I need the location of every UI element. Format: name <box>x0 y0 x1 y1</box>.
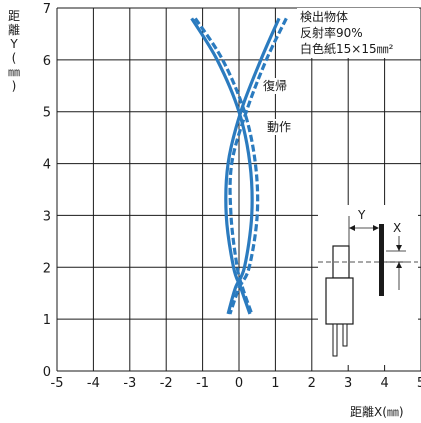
inset-x-label: X <box>393 221 401 235</box>
x-tick-label: -2 <box>160 376 173 391</box>
y-tick-label: 2 <box>43 261 51 276</box>
x-tick-label: -1 <box>196 376 209 391</box>
x-tick-label: 0 <box>235 376 243 391</box>
y-tick-label: 4 <box>43 158 51 173</box>
y-axis-label-char: ( <box>12 51 17 65</box>
y-axis-label-char: 離 <box>8 23 20 37</box>
condition-line-1: 検出物体 <box>300 10 348 24</box>
x-tick-label: -3 <box>123 376 136 391</box>
annotation-return: 復帰 <box>263 78 287 93</box>
y-axis-label: 距離Y(㎜) <box>8 9 20 93</box>
y-axis-label-char: ㎜ <box>8 65 20 79</box>
sensor-lead-1 <box>332 323 338 357</box>
sensor-inset-diagram: Y X <box>318 205 418 365</box>
conditions-backdrop <box>297 8 419 58</box>
y-axis-label-char: 距 <box>8 9 20 23</box>
x-arrow-top <box>396 245 402 251</box>
y-tick-label: 5 <box>43 106 51 121</box>
y-axis-label-char: Y <box>9 37 18 51</box>
series-lines <box>190 17 288 315</box>
annotation-operate: 動作 <box>267 120 291 134</box>
y-arrow-left <box>349 225 355 231</box>
inset-y-label: Y <box>357 208 366 222</box>
x-tick-label: 4 <box>380 376 388 391</box>
sensor-body <box>325 277 354 325</box>
x-tick-label: -5 <box>51 376 64 391</box>
x-arrow-bottom <box>396 262 402 268</box>
x-tick-label: 3 <box>344 376 352 391</box>
target-object <box>379 224 384 296</box>
series-solid-left-branch <box>224 17 281 315</box>
annotation-backdrop-1 <box>262 78 292 94</box>
x-axis-label: 距離X(㎜) <box>350 405 404 419</box>
y-axis-label-char: ) <box>12 79 17 93</box>
y-tick-label: 1 <box>43 313 51 328</box>
series-dashed-left-branch <box>228 17 288 315</box>
y-tick-label: 7 <box>43 2 51 17</box>
condition-line-2: 反射率90% <box>300 25 363 40</box>
y-arrow-right <box>373 225 379 231</box>
x-tick-label: 2 <box>308 376 316 391</box>
y-tick-label: 6 <box>43 54 51 69</box>
condition-line-3: 白色紙15×15㎜² <box>300 41 394 56</box>
sensor-lead-2 <box>342 323 348 347</box>
series-dashed-right-branch <box>193 17 260 315</box>
tick-labels: -5 -4 -3 -2 -1 0 1 2 3 4 5 0 1 2 3 4 5 6 7 <box>43 2 421 391</box>
x-tick-label: -4 <box>87 376 100 391</box>
series-solid-right-branch <box>190 17 254 315</box>
y-tick-label: 3 <box>43 209 51 224</box>
y-tick-label: 0 <box>43 365 51 380</box>
annotation-backdrop-2 <box>266 119 296 135</box>
x-tick-label: 1 <box>271 376 279 391</box>
x-tick-label: 5 <box>417 376 421 391</box>
